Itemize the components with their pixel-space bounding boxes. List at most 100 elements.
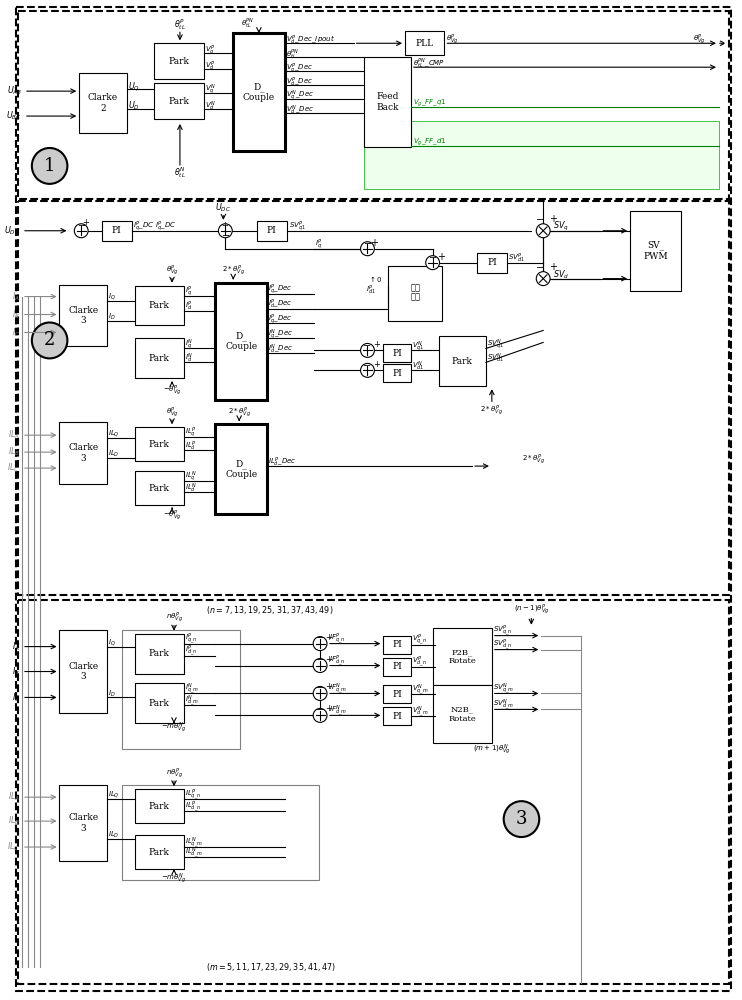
Text: $IL_Q$: $IL_Q$	[108, 790, 119, 800]
Text: $IL_q^P$: $IL_q^P$	[185, 426, 196, 440]
Text: $I_{d\_m}^N$: $I_{d\_m}^N$	[185, 694, 199, 709]
Text: $I_{d1}^P$: $I_{d1}^P$	[367, 284, 376, 297]
Bar	[18, 201, 729, 595]
Bar	[388, 266, 442, 320]
Text: $I_D$: $I_D$	[108, 311, 116, 322]
Text: $IL_D$: $IL_D$	[108, 830, 119, 840]
Text: $\theta_{tL}^N$: $\theta_{tL}^N$	[174, 165, 186, 180]
Text: $\theta_{tL}^{PN}$: $\theta_{tL}^{PN}$	[286, 47, 299, 61]
Text: PI: PI	[393, 662, 402, 671]
Bar	[59, 422, 107, 484]
Text: $(m+1)\theta_{Vg}^N$: $(m+1)\theta_{Vg}^N$	[473, 742, 510, 757]
Circle shape	[361, 242, 375, 256]
Circle shape	[426, 256, 439, 270]
Text: PI: PI	[393, 369, 402, 378]
Text: $IL_B$: $IL_B$	[7, 815, 20, 827]
Bar	[384, 658, 411, 676]
Text: $+$: $+$	[221, 220, 229, 230]
Text: Park: Park	[148, 440, 170, 449]
Text: $-$: $-$	[221, 230, 231, 239]
Text: $2*\theta_{Vg}^P$: $2*\theta_{Vg}^P$	[222, 263, 245, 278]
Text: $+$: $+$	[549, 213, 558, 224]
Text: $IL_C$: $IL_C$	[7, 462, 20, 474]
Text: $SV_d$: $SV_d$	[553, 268, 569, 281]
Text: PI: PI	[393, 690, 402, 699]
Circle shape	[536, 272, 550, 286]
Text: $U_{BC}$: $U_{BC}$	[7, 110, 22, 122]
Text: $I_B$: $I_B$	[12, 308, 20, 321]
Text: $-$: $-$	[535, 214, 545, 223]
Text: 3: 3	[516, 810, 528, 828]
Text: $V_g\_FF\_d1$: $V_g\_FF\_d1$	[413, 136, 446, 148]
Bar	[18, 600, 729, 984]
Text: $+$: $+$	[325, 681, 333, 691]
Text: $I_Q$: $I_Q$	[108, 291, 116, 302]
Circle shape	[313, 637, 327, 651]
Bar	[439, 336, 486, 386]
Text: $(n=7,13,19,25,31,37,43,49)$: $(n=7,13,19,25,31,37,43,49)$	[206, 604, 333, 616]
Text: $+$: $+$	[82, 217, 91, 227]
Text: $IL_d^P$: $IL_d^P$	[185, 440, 196, 453]
Bar	[384, 364, 411, 382]
Text: $-$: $-$	[315, 632, 324, 641]
Text: Park: Park	[148, 354, 170, 363]
Text: $\theta_{tL}^{PN}\_CMP$: $\theta_{tL}^{PN}\_CMP$	[413, 56, 445, 70]
Text: $+$: $+$	[373, 339, 381, 349]
Text: $2*\theta_{Vg}^P$: $2*\theta_{Vg}^P$	[480, 403, 504, 418]
Bar	[79, 73, 127, 133]
Text: $IL_A$: $IL_A$	[7, 791, 20, 803]
Bar	[134, 338, 184, 378]
Text: $SV_{d\_m}^N$: $SV_{d\_m}^N$	[493, 698, 514, 713]
Text: $-$: $-$	[535, 262, 545, 271]
Bar	[364, 57, 411, 147]
Bar	[154, 43, 203, 79]
Circle shape	[536, 224, 550, 238]
Text: PI: PI	[112, 226, 122, 235]
Text: $V_q^N$: $V_q^N$	[205, 83, 215, 97]
Text: 1: 1	[44, 157, 56, 175]
Text: Clarke
3: Clarke 3	[68, 443, 98, 463]
Text: Park: Park	[148, 484, 170, 493]
Text: $IL_d^N$: $IL_d^N$	[185, 481, 197, 495]
Bar	[59, 785, 107, 861]
Text: $I_q^P$: $I_q^P$	[185, 284, 192, 299]
Text: $I_q^P\_DC$: $I_q^P\_DC$	[155, 219, 177, 234]
Bar	[134, 471, 184, 505]
Text: P2B_
Rotate: P2B_ Rotate	[448, 648, 476, 665]
Text: $I_D$: $I_D$	[108, 688, 116, 699]
Text: $\theta_{Vg}^P$: $\theta_{Vg}^P$	[165, 263, 178, 278]
Text: $+$: $+$	[549, 261, 558, 272]
Text: $V_d^P\_Dec\_Ipout$: $V_d^P\_Dec\_Ipout$	[286, 34, 335, 47]
Text: $I_d^P$: $I_d^P$	[185, 300, 192, 313]
Text: $SV_{d\_n}^P$: $SV_{d\_n}^P$	[493, 638, 513, 653]
Text: $U_{DC}$: $U_{DC}$	[4, 225, 20, 237]
Text: $I_{q\_n}^P$: $I_{q\_n}^P$	[185, 632, 197, 647]
Text: $V_{q\_n}^P$: $V_{q\_n}^P$	[412, 633, 427, 648]
Text: $V_d^N$: $V_d^N$	[205, 99, 215, 113]
Circle shape	[313, 708, 327, 722]
Bar	[433, 628, 492, 685]
Text: $SV_{q1}^N$: $SV_{q1}^N$	[487, 337, 504, 352]
Text: $I_d^N\_Dec$: $I_d^N\_Dec$	[268, 343, 293, 356]
Text: $IL_{d\_m}^N$: $IL_{d\_m}^N$	[185, 845, 203, 861]
Text: D_
Couple: D_ Couple	[243, 82, 275, 102]
Bar	[122, 785, 319, 880]
Text: Clarke
2: Clarke 2	[88, 93, 118, 113]
Text: $V_{q1}^N$: $V_{q1}^N$	[412, 339, 424, 354]
Bar	[215, 424, 267, 514]
Text: $V_d^P$: $V_d^P$	[205, 60, 214, 73]
Text: $I_q^N\_Dec$: $I_q^N\_Dec$	[268, 327, 293, 342]
Text: $IL_q^N$: $IL_q^N$	[185, 470, 197, 484]
Bar	[257, 221, 286, 241]
Bar	[215, 283, 267, 400]
Text: $I_q^P\_Dec$: $I_q^P\_Dec$	[268, 282, 292, 297]
Text: $-$: $-$	[315, 654, 324, 663]
Text: $IL_B$: $IL_B$	[7, 446, 20, 458]
Bar	[59, 285, 107, 346]
Text: $\theta_{tL}^P$: $\theta_{tL}^P$	[174, 17, 186, 32]
Text: PI: PI	[267, 226, 277, 235]
Text: Park: Park	[168, 57, 189, 66]
Bar	[134, 427, 184, 461]
Text: $-m\theta_{Vg}^N$: $-m\theta_{Vg}^N$	[162, 720, 186, 735]
Bar	[233, 33, 285, 151]
